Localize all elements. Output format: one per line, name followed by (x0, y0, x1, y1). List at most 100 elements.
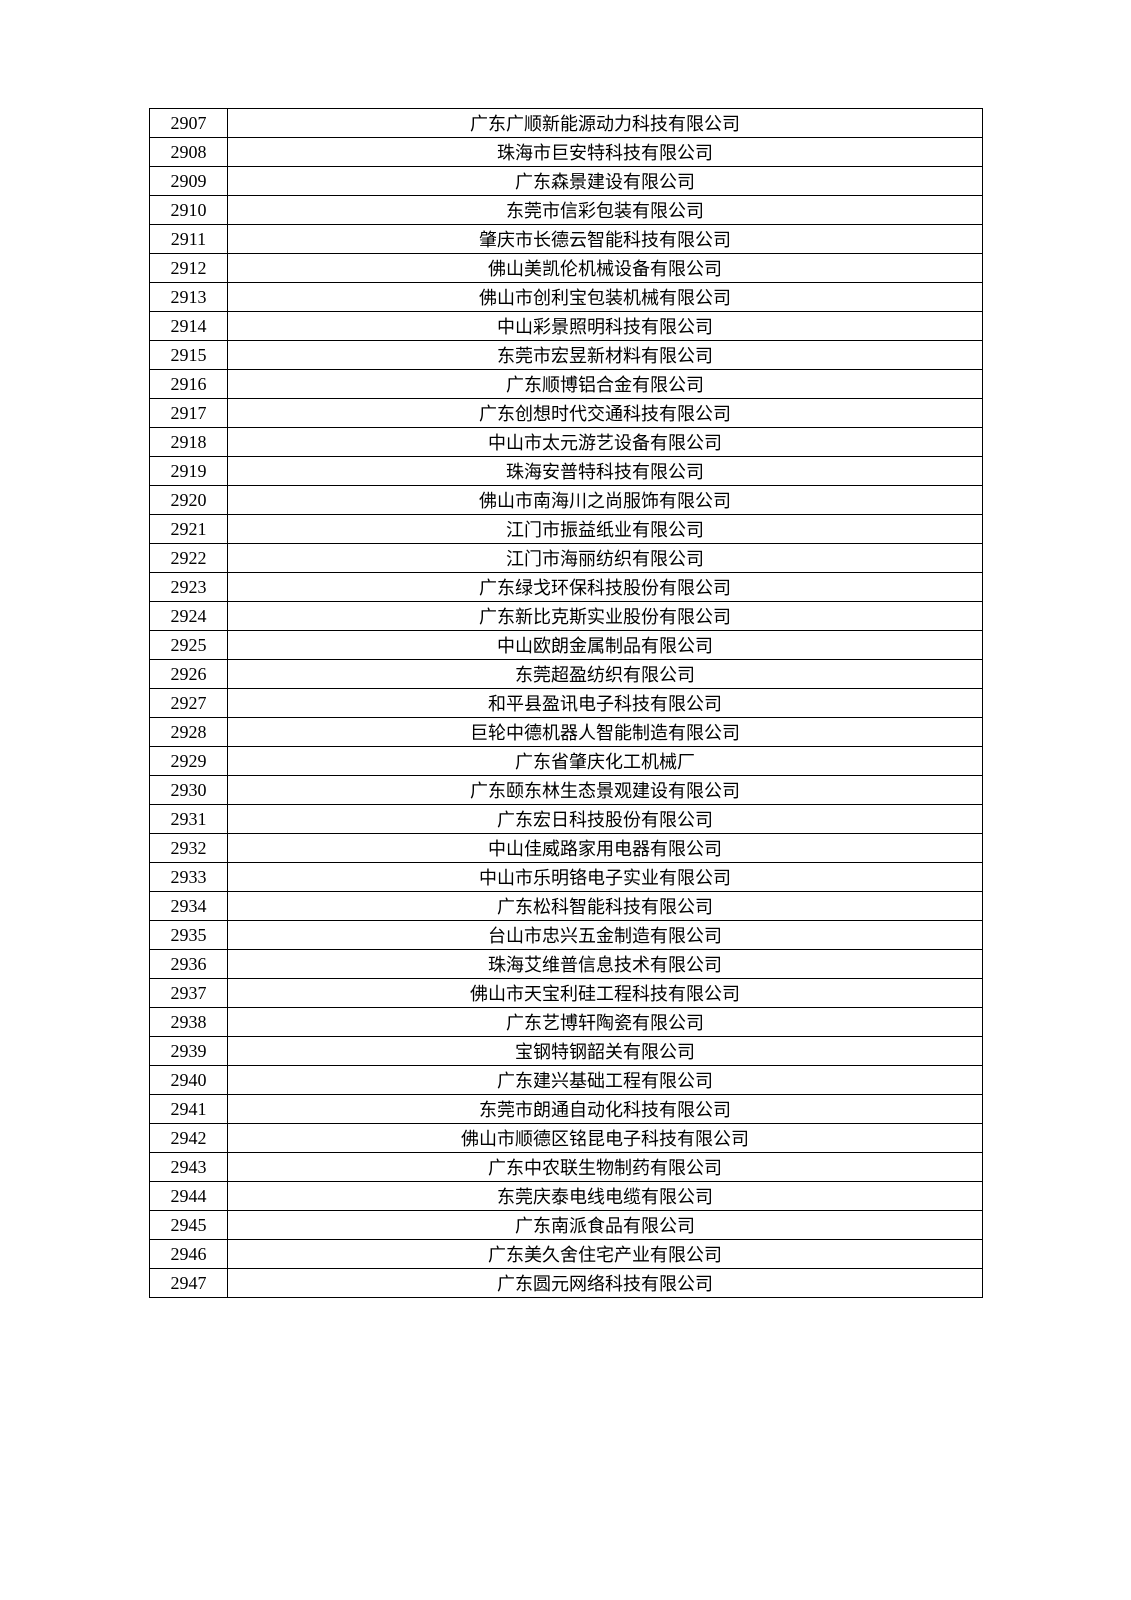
row-number: 2915 (150, 341, 228, 370)
row-number: 2922 (150, 544, 228, 573)
row-number: 2911 (150, 225, 228, 254)
company-name: 佛山美凯伦机械设备有限公司 (227, 254, 982, 283)
table-row: 2937佛山市天宝利硅工程科技有限公司 (150, 979, 983, 1008)
company-name: 广东南派食品有限公司 (227, 1211, 982, 1240)
row-number: 2941 (150, 1095, 228, 1124)
company-name: 广东艺博轩陶瓷有限公司 (227, 1008, 982, 1037)
table-row: 2924广东新比克斯实业股份有限公司 (150, 602, 983, 631)
row-number: 2914 (150, 312, 228, 341)
company-name: 珠海安普特科技有限公司 (227, 457, 982, 486)
row-number: 2936 (150, 950, 228, 979)
company-name: 肇庆市长德云智能科技有限公司 (227, 225, 982, 254)
table-row: 2944东莞庆泰电线电缆有限公司 (150, 1182, 983, 1211)
row-number: 2926 (150, 660, 228, 689)
company-name: 佛山市顺德区铭昆电子科技有限公司 (227, 1124, 982, 1153)
row-number: 2912 (150, 254, 228, 283)
table-row: 2945广东南派食品有限公司 (150, 1211, 983, 1240)
table-row: 2947广东圆元网络科技有限公司 (150, 1269, 983, 1298)
company-name: 广东创想时代交通科技有限公司 (227, 399, 982, 428)
table-row: 2920佛山市南海川之尚服饰有限公司 (150, 486, 983, 515)
row-number: 2939 (150, 1037, 228, 1066)
company-name: 广东顺博铝合金有限公司 (227, 370, 982, 399)
company-name: 中山市太元游艺设备有限公司 (227, 428, 982, 457)
row-number: 2918 (150, 428, 228, 457)
table-row: 2908珠海市巨安特科技有限公司 (150, 138, 983, 167)
row-number: 2916 (150, 370, 228, 399)
table-row: 2941东莞市朗通自动化科技有限公司 (150, 1095, 983, 1124)
table-row: 2913佛山市创利宝包装机械有限公司 (150, 283, 983, 312)
table-row: 2910东莞市信彩包装有限公司 (150, 196, 983, 225)
company-name: 广东森景建设有限公司 (227, 167, 982, 196)
row-number: 2937 (150, 979, 228, 1008)
table-row: 2930广东颐东林生态景观建设有限公司 (150, 776, 983, 805)
row-number: 2943 (150, 1153, 228, 1182)
row-number: 2923 (150, 573, 228, 602)
company-name: 广东宏日科技股份有限公司 (227, 805, 982, 834)
company-name: 江门市海丽纺织有限公司 (227, 544, 982, 573)
table-row: 2916广东顺博铝合金有限公司 (150, 370, 983, 399)
row-number: 2913 (150, 283, 228, 312)
company-name: 中山彩景照明科技有限公司 (227, 312, 982, 341)
company-name: 广东中农联生物制药有限公司 (227, 1153, 982, 1182)
table-row: 2914中山彩景照明科技有限公司 (150, 312, 983, 341)
company-name: 广东省肇庆化工机械厂 (227, 747, 982, 776)
table-row: 2925中山欧朗金属制品有限公司 (150, 631, 983, 660)
row-number: 2931 (150, 805, 228, 834)
table-row: 2929广东省肇庆化工机械厂 (150, 747, 983, 776)
company-name: 广东美久舍住宅产业有限公司 (227, 1240, 982, 1269)
table-row: 2938广东艺博轩陶瓷有限公司 (150, 1008, 983, 1037)
table-row: 2917广东创想时代交通科技有限公司 (150, 399, 983, 428)
company-name: 广东绿戈环保科技股份有限公司 (227, 573, 982, 602)
company-name: 中山欧朗金属制品有限公司 (227, 631, 982, 660)
company-name: 广东广顺新能源动力科技有限公司 (227, 109, 982, 138)
company-name: 珠海艾维普信息技术有限公司 (227, 950, 982, 979)
row-number: 2932 (150, 834, 228, 863)
table-row: 2939宝钢特钢韶关有限公司 (150, 1037, 983, 1066)
company-name: 中山市乐明铬电子实业有限公司 (227, 863, 982, 892)
company-name: 和平县盈讯电子科技有限公司 (227, 689, 982, 718)
company-table: 2907广东广顺新能源动力科技有限公司2908珠海市巨安特科技有限公司2909广… (149, 108, 983, 1298)
row-number: 2924 (150, 602, 228, 631)
table-row: 2918中山市太元游艺设备有限公司 (150, 428, 983, 457)
table-row: 2934广东松科智能科技有限公司 (150, 892, 983, 921)
table-row: 2911肇庆市长德云智能科技有限公司 (150, 225, 983, 254)
table-row: 2936珠海艾维普信息技术有限公司 (150, 950, 983, 979)
table-row: 2940广东建兴基础工程有限公司 (150, 1066, 983, 1095)
row-number: 2934 (150, 892, 228, 921)
company-name: 巨轮中德机器人智能制造有限公司 (227, 718, 982, 747)
company-table-body: 2907广东广顺新能源动力科技有限公司2908珠海市巨安特科技有限公司2909广… (150, 109, 983, 1298)
company-name: 佛山市南海川之尚服饰有限公司 (227, 486, 982, 515)
table-row: 2923广东绿戈环保科技股份有限公司 (150, 573, 983, 602)
table-row: 2922江门市海丽纺织有限公司 (150, 544, 983, 573)
company-name: 中山佳威路家用电器有限公司 (227, 834, 982, 863)
row-number: 2908 (150, 138, 228, 167)
row-number: 2928 (150, 718, 228, 747)
row-number: 2940 (150, 1066, 228, 1095)
company-name: 佛山市天宝利硅工程科技有限公司 (227, 979, 982, 1008)
company-table-container: 2907广东广顺新能源动力科技有限公司2908珠海市巨安特科技有限公司2909广… (149, 108, 983, 1298)
row-number: 2921 (150, 515, 228, 544)
table-row: 2931广东宏日科技股份有限公司 (150, 805, 983, 834)
row-number: 2919 (150, 457, 228, 486)
table-row: 2933中山市乐明铬电子实业有限公司 (150, 863, 983, 892)
company-name: 广东圆元网络科技有限公司 (227, 1269, 982, 1298)
table-row: 2932中山佳威路家用电器有限公司 (150, 834, 983, 863)
table-row: 2928巨轮中德机器人智能制造有限公司 (150, 718, 983, 747)
company-name: 佛山市创利宝包装机械有限公司 (227, 283, 982, 312)
table-row: 2943广东中农联生物制药有限公司 (150, 1153, 983, 1182)
company-name: 宝钢特钢韶关有限公司 (227, 1037, 982, 1066)
table-row: 2919珠海安普特科技有限公司 (150, 457, 983, 486)
company-name: 广东颐东林生态景观建设有限公司 (227, 776, 982, 805)
company-name: 东莞庆泰电线电缆有限公司 (227, 1182, 982, 1211)
row-number: 2945 (150, 1211, 228, 1240)
company-name: 广东建兴基础工程有限公司 (227, 1066, 982, 1095)
row-number: 2930 (150, 776, 228, 805)
company-name: 台山市忠兴五金制造有限公司 (227, 921, 982, 950)
table-row: 2921江门市振益纸业有限公司 (150, 515, 983, 544)
table-row: 2907广东广顺新能源动力科技有限公司 (150, 109, 983, 138)
table-row: 2935台山市忠兴五金制造有限公司 (150, 921, 983, 950)
row-number: 2946 (150, 1240, 228, 1269)
table-row: 2927和平县盈讯电子科技有限公司 (150, 689, 983, 718)
row-number: 2910 (150, 196, 228, 225)
table-row: 2909广东森景建设有限公司 (150, 167, 983, 196)
